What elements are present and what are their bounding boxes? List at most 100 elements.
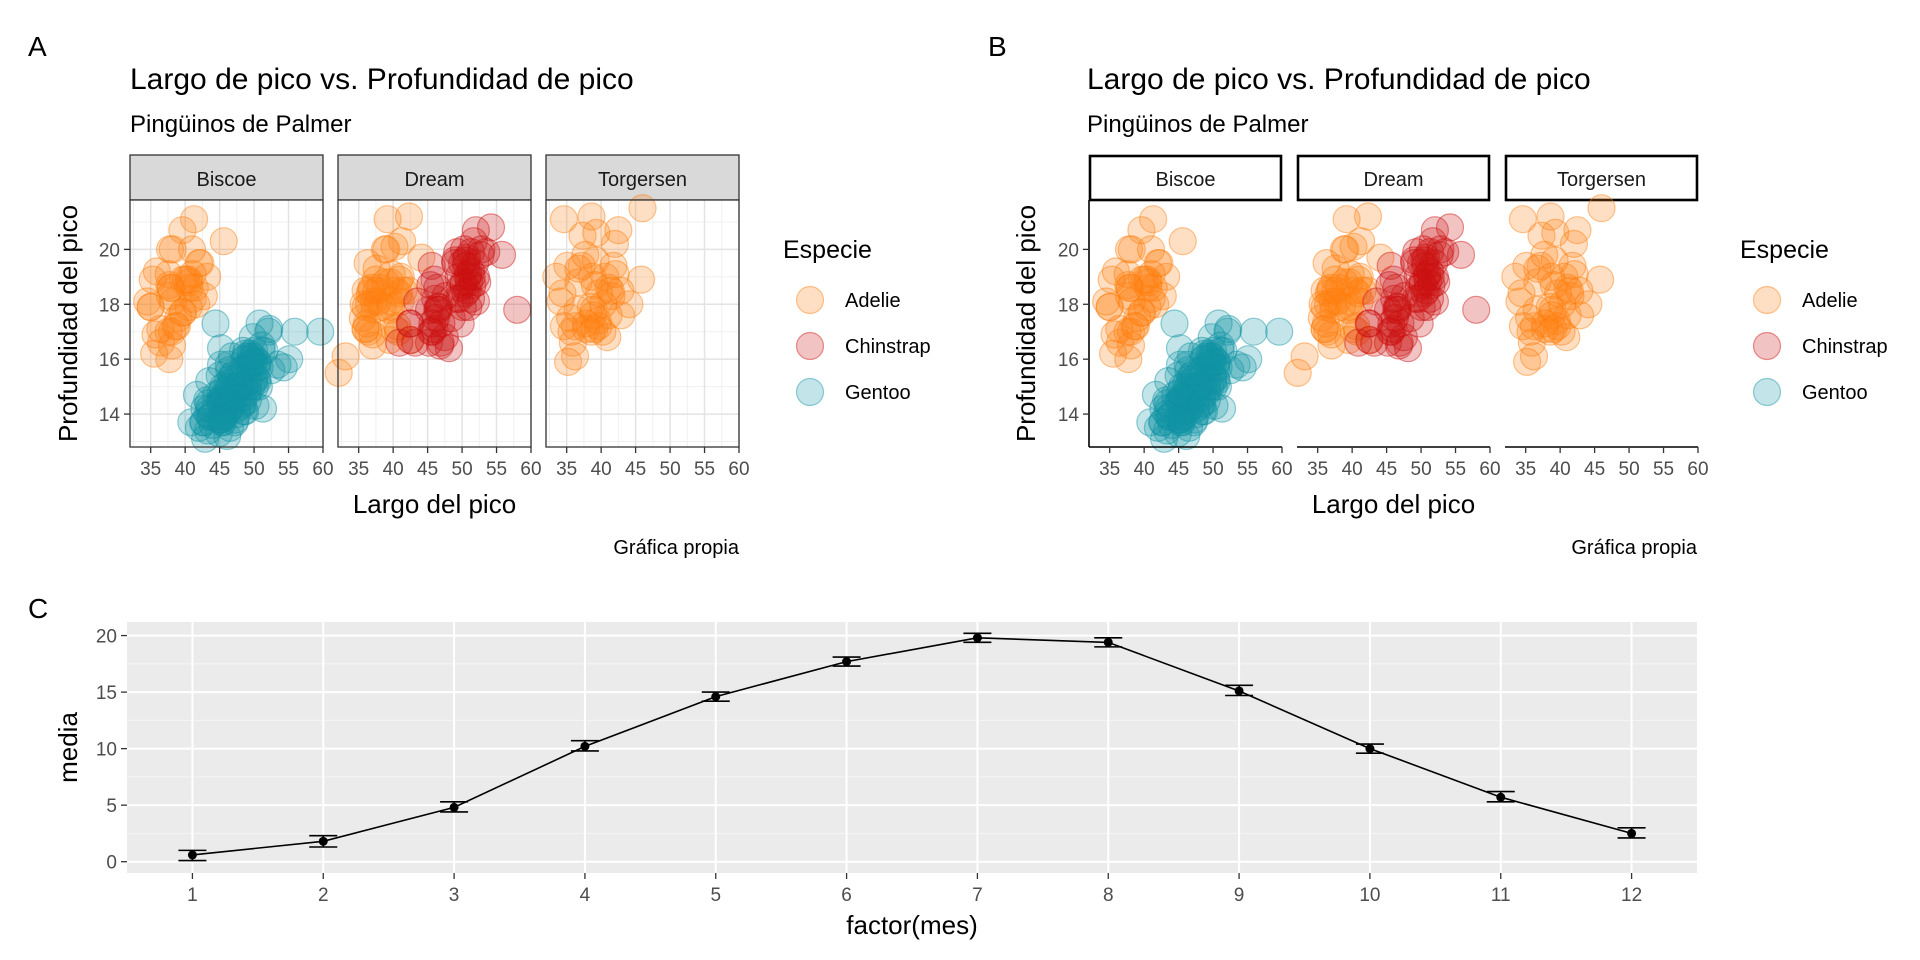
data-point-chinstrap xyxy=(1355,309,1384,338)
data-point-chinstrap xyxy=(1420,249,1449,278)
data-point-adelie xyxy=(324,358,353,387)
data-point-adelie xyxy=(169,265,198,294)
data-point-adelie xyxy=(1121,312,1151,341)
data-point-adelie xyxy=(1105,314,1134,344)
data-point-adelie xyxy=(593,323,622,352)
data-point-gentoo xyxy=(1195,339,1224,368)
data-point-chinstrap xyxy=(1413,260,1442,289)
data-point-chinstrap xyxy=(461,262,490,291)
data-point-gentoo xyxy=(211,383,240,412)
data-point-gentoo xyxy=(224,372,253,401)
data-point-chinstrap xyxy=(403,287,432,316)
data-point-chinstrap xyxy=(459,227,488,256)
data-point-adelie xyxy=(348,303,377,333)
data-point-chinstrap xyxy=(1415,284,1445,313)
data-point-gentoo xyxy=(1202,347,1231,376)
data-point-chinstrap xyxy=(1410,279,1439,308)
data-point-adelie xyxy=(1313,317,1342,346)
data-point-gentoo xyxy=(209,402,238,431)
facet-panel-bg xyxy=(546,200,739,447)
data-point-adelie xyxy=(136,292,165,322)
data-point-gentoo xyxy=(1176,361,1206,390)
data-point-gentoo xyxy=(1169,402,1198,431)
data-point-gentoo xyxy=(1202,347,1231,376)
facet-strip xyxy=(129,154,324,201)
data-point-adelie xyxy=(548,279,577,308)
data-point-adelie xyxy=(380,232,409,261)
data-point-adelie xyxy=(384,279,413,308)
facet-panel-border xyxy=(129,199,324,448)
data-point-adelie xyxy=(1343,279,1372,308)
data-point-adelie xyxy=(1331,235,1360,264)
data-point-adelie xyxy=(1519,312,1549,341)
data-point-adelie xyxy=(141,320,170,349)
y-tick-label: 20 xyxy=(99,240,120,261)
data-point-adelie xyxy=(375,295,404,324)
data-point-chinstrap xyxy=(1377,317,1406,346)
data-point-adelie xyxy=(1322,287,1352,316)
x-tick-label: 2 xyxy=(318,885,329,906)
data-point-adelie xyxy=(1505,287,1534,316)
data-point-chinstrap xyxy=(1344,328,1373,357)
data-point-adelie xyxy=(1587,194,1616,223)
data-point-adelie xyxy=(1117,235,1146,264)
data-point-adelie xyxy=(1114,345,1143,374)
data-point-gentoo xyxy=(1203,372,1233,401)
data-point-adelie xyxy=(558,328,588,357)
data-point-gentoo xyxy=(1197,323,1226,352)
data-point-gentoo xyxy=(242,353,271,382)
data-point-chinstrap xyxy=(1384,292,1413,322)
data-point-gentoo xyxy=(233,386,262,415)
data-point-gentoo xyxy=(1172,369,1201,398)
data-point-adelie xyxy=(175,268,204,297)
panel-a-title: Largo de pico vs. Profundidad de pico xyxy=(130,63,634,96)
x-tick-label: 55 xyxy=(278,459,299,480)
x-tick-label: 50 xyxy=(660,459,681,480)
legend-title: Especie xyxy=(783,236,872,264)
x-tick-label: 35 xyxy=(348,459,369,480)
x-tick-label: 10 xyxy=(1359,885,1380,906)
data-point-adelie xyxy=(1123,303,1152,333)
data-point-gentoo xyxy=(1198,364,1228,393)
data-point-gentoo xyxy=(1157,410,1186,440)
data-point-adelie xyxy=(588,317,617,346)
data-point-gentoo xyxy=(1198,336,1228,365)
data-point-adelie xyxy=(1334,325,1363,355)
data-point-gentoo xyxy=(1176,391,1206,420)
data-point-gentoo xyxy=(215,356,244,385)
data-point-chinstrap xyxy=(1403,262,1432,291)
data-point-adelie xyxy=(358,320,387,349)
data-point-adelie xyxy=(376,287,405,316)
data-point-chinstrap xyxy=(461,216,490,245)
data-point-adelie xyxy=(1317,320,1346,349)
x-tick-label: 35 xyxy=(1307,459,1328,480)
data-point-adelie xyxy=(146,314,175,344)
mean-point xyxy=(449,802,459,812)
data-point-gentoo xyxy=(234,367,263,396)
facet-strip xyxy=(1088,154,1283,202)
data-point-adelie xyxy=(142,257,171,286)
data-point-adelie xyxy=(385,265,414,294)
data-point-gentoo xyxy=(215,378,244,407)
y-tick-label: 18 xyxy=(1058,295,1079,316)
data-point-adelie xyxy=(360,295,389,324)
data-point-chinstrap xyxy=(1422,268,1451,297)
data-point-gentoo xyxy=(1186,356,1215,385)
data-point-adelie xyxy=(1342,312,1371,341)
data-point-gentoo xyxy=(206,405,236,434)
facet-strip xyxy=(1296,154,1491,202)
data-point-gentoo xyxy=(254,317,283,346)
x-tick-label: 40 xyxy=(1134,459,1155,480)
data-point-adelie xyxy=(1127,216,1156,245)
data-point-chinstrap xyxy=(1404,284,1433,313)
data-point-chinstrap xyxy=(1426,235,1455,264)
data-point-adelie xyxy=(604,216,633,245)
y-tick-label: 5 xyxy=(106,796,117,817)
x-tick-label: 3 xyxy=(449,885,460,906)
data-point-adelie xyxy=(1514,303,1544,333)
data-point-gentoo xyxy=(197,402,226,431)
data-point-gentoo xyxy=(1179,408,1208,437)
data-point-adelie xyxy=(557,317,586,346)
data-point-adelie xyxy=(383,317,413,346)
data-point-adelie xyxy=(1143,249,1173,278)
